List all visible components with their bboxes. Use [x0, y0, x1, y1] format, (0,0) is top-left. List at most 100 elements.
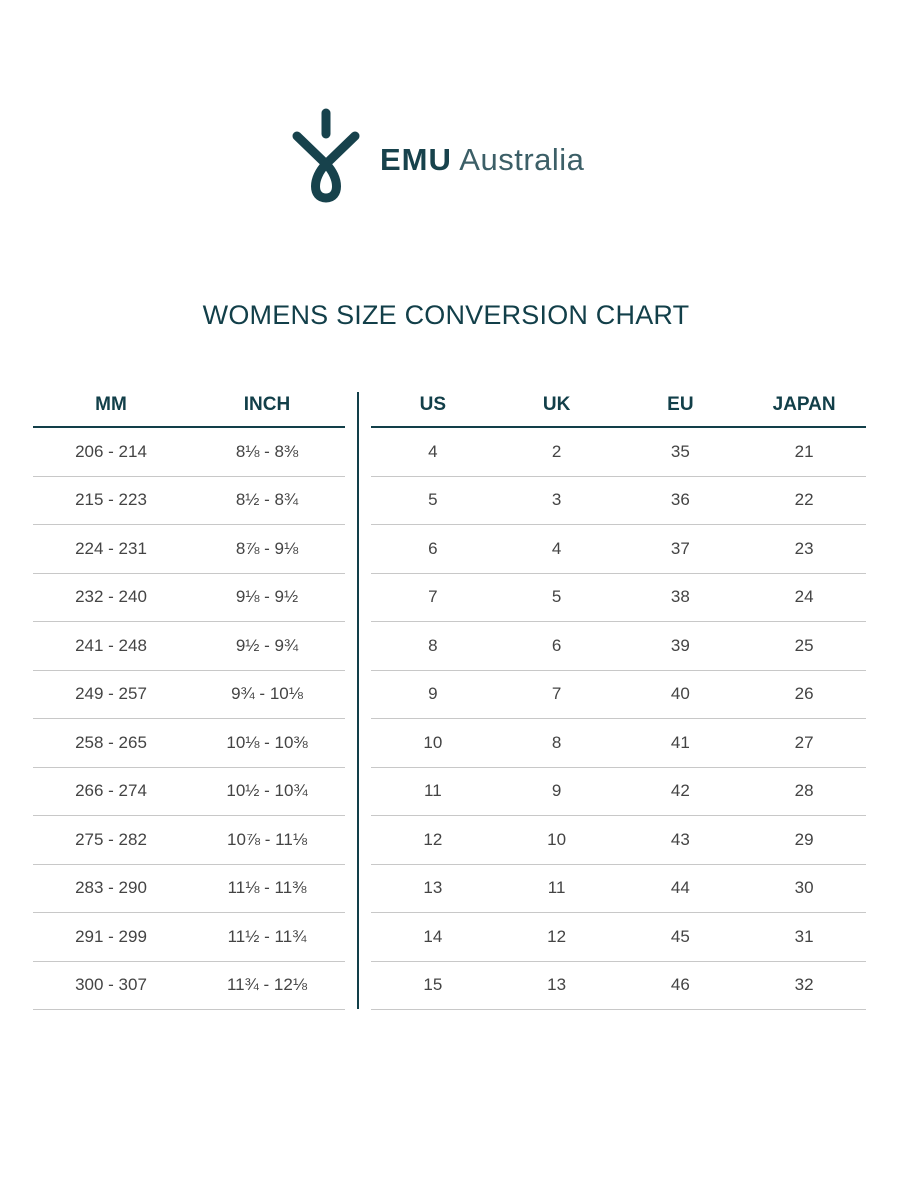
table-row: 232 - 240 9⅛ - 9½	[33, 574, 345, 622]
cell-us: 13	[423, 878, 443, 898]
cell-japan: 25	[794, 635, 814, 655]
cell-uk: 5	[551, 587, 562, 607]
cell-japan: 31	[794, 926, 814, 946]
table-row: 249 - 257 9¾ - 10⅛	[33, 671, 345, 719]
cell-japan: 22	[794, 490, 814, 510]
cell-uk: 3	[551, 490, 562, 510]
cell-uk: 9	[551, 781, 562, 801]
cell-mm: 215 - 223	[75, 490, 147, 510]
table-row: 13 11 44 30	[371, 865, 866, 913]
cell-us: 9	[428, 684, 438, 704]
cell-uk: 6	[551, 635, 562, 655]
cell-eu: 37	[670, 538, 690, 558]
cell-us: 15	[423, 975, 443, 995]
brand-name: EMU Australia	[380, 142, 584, 178]
table-row: 6 4 37 23	[371, 525, 866, 574]
cell-mm: 300 - 307	[75, 975, 147, 995]
cell-mm: 206 - 214	[75, 441, 147, 461]
table-row: 8 6 39 25	[371, 622, 866, 671]
cell-eu: 36	[670, 490, 690, 510]
cell-mm: 266 - 274	[75, 781, 147, 801]
table-row: 4 2 35 21	[371, 428, 866, 477]
cell-japan: 21	[794, 441, 814, 461]
cell-uk: 10	[547, 829, 567, 849]
table-row: 300 - 307 11¾ - 12⅛	[33, 962, 345, 1010]
cell-japan: 24	[794, 587, 814, 607]
cell-uk: 11	[547, 878, 566, 898]
right-table: US UK EU JAPAN 4 2 35 21 5 3 36 22 6 4 37 23 7 5 38 24 8 6 39…	[371, 384, 866, 1010]
cell-mm: 258 - 265	[75, 732, 147, 752]
cell-uk: 4	[551, 538, 562, 558]
cell-eu: 39	[670, 635, 690, 655]
cell-mm: 249 - 257	[75, 684, 147, 704]
table-row: 5 3 36 22	[371, 477, 866, 525]
table-row: 7 5 38 24	[371, 574, 866, 622]
cell-us: 10	[423, 732, 443, 752]
column-header-inch: INCH	[243, 394, 291, 415]
cell-mm: 275 - 282	[75, 829, 147, 849]
cell-us: 7	[428, 587, 438, 607]
table-divider	[357, 392, 359, 1009]
cell-mm: 291 - 299	[75, 926, 147, 946]
cell-uk: 13	[547, 975, 567, 995]
cell-mm: 232 - 240	[75, 587, 147, 607]
table-row: 215 - 223 8½ - 8¾	[33, 477, 345, 525]
table-row: 266 - 274 10½ - 10¾	[33, 768, 345, 816]
cell-us: 6	[428, 538, 438, 558]
cell-mm: 224 - 231	[75, 538, 147, 558]
table-row: 12 10 43 29	[371, 816, 866, 865]
left-table: MM INCH 206 - 214 8⅛ - 8⅜ 215 - 223 8½ - 8¾ 2…	[33, 384, 345, 1010]
cell-inch: 11¾ - 12⅛	[226, 975, 308, 995]
cell-us: 8	[428, 635, 438, 655]
cell-mm: 283 - 290	[75, 878, 147, 898]
table-row: 275 - 282 10⅞ - 11⅛	[33, 816, 345, 865]
cell-inch: 8⅞ - 9⅛	[235, 538, 299, 558]
cell-uk: 2	[551, 441, 562, 461]
cell-inch: 11½ - 11¾	[227, 926, 307, 946]
table-row: 291 - 299 11½ - 11¾	[33, 913, 345, 962]
page-title: WOMENS SIZE CONVERSION CHART	[202, 300, 690, 330]
table-row: 283 - 290 11⅛ - 11⅜	[33, 865, 345, 913]
cell-us: 5	[428, 490, 438, 510]
cell-inch: 11⅛ - 11⅜	[227, 878, 307, 898]
column-header-uk: UK	[542, 394, 571, 415]
table-row: 15 13 46 32	[371, 962, 866, 1010]
brand-bold: EMU	[380, 142, 452, 177]
cell-inch: 8½ - 8¾	[235, 490, 299, 510]
cell-eu: 42	[670, 781, 690, 801]
cell-japan: 27	[794, 732, 814, 752]
column-header-eu: EU	[667, 394, 694, 415]
table-row: 241 - 248 9½ - 9¾	[33, 622, 345, 671]
cell-inch: 10½ - 10¾	[226, 781, 308, 801]
cell-eu: 46	[670, 975, 690, 995]
cell-mm: 241 - 248	[75, 635, 147, 655]
cell-eu: 35	[670, 441, 690, 461]
cell-eu: 41	[670, 732, 690, 752]
cell-us: 4	[428, 441, 438, 461]
cell-eu: 40	[670, 684, 690, 704]
cell-inch: 9½ - 9¾	[235, 635, 299, 655]
cell-japan: 28	[794, 781, 814, 801]
cell-japan: 26	[794, 684, 814, 704]
table-row: 9 7 40 26	[371, 671, 866, 719]
column-header-japan: JAPAN	[772, 394, 836, 415]
cell-japan: 32	[794, 975, 814, 995]
emu-australia-logo: EMU Australia	[290, 108, 620, 204]
cell-japan: 30	[794, 878, 814, 898]
table-row: 258 - 265 10⅛ - 10⅜	[33, 719, 345, 768]
table-row: 224 - 231 8⅞ - 9⅛	[33, 525, 345, 574]
cell-eu: 44	[670, 878, 690, 898]
cell-inch: 9¾ - 10⅛	[231, 684, 303, 704]
emu-logo-icon	[292, 108, 360, 203]
cell-inch: 10⅞ - 11⅛	[226, 829, 308, 849]
cell-inch: 10⅛ - 10⅜	[226, 732, 308, 752]
cell-inch: 8⅛ - 8⅜	[235, 441, 299, 461]
cell-eu: 43	[670, 829, 690, 849]
table-header: MM INCH	[33, 384, 345, 428]
cell-japan: 29	[794, 829, 814, 849]
cell-uk: 7	[551, 684, 562, 704]
cell-eu: 38	[670, 587, 690, 607]
cell-uk: 8	[551, 732, 562, 752]
cell-us: 11	[424, 781, 442, 801]
cell-eu: 45	[670, 926, 690, 946]
